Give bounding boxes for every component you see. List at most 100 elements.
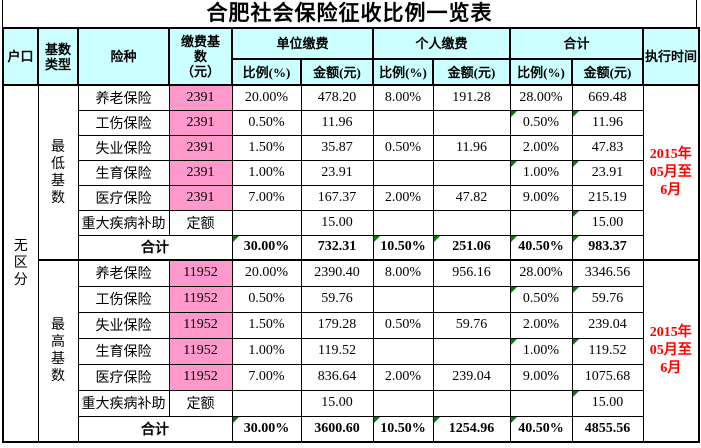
base-cell: 2391 bbox=[168, 109, 233, 136]
insurance-rate-table: 户口 基数 类型 险种 缴费基数（元） 单位缴费 个人缴费 合计 执行时间 比例(… bbox=[2, 27, 700, 443]
col-header-employer-amount: 金额(元) bbox=[300, 58, 374, 86]
col-header-exec-time: 执行时间 bbox=[642, 27, 700, 86]
employer-ratio-cell bbox=[231, 209, 302, 236]
personal-ratio-total-cell: 10.50% bbox=[372, 415, 434, 443]
total-ratio-cell: 28.00% bbox=[509, 259, 573, 287]
col-group-total: 合计 bbox=[509, 27, 644, 60]
total-ratio-cell: 1.00% bbox=[509, 337, 573, 365]
col-header-personal-amount: 金额(元) bbox=[432, 58, 511, 86]
base-cell: 2391 bbox=[168, 134, 233, 161]
col-header-personal-ratio: 比例(%) bbox=[372, 58, 434, 86]
personal-amount-cell: 47.82 bbox=[432, 184, 511, 211]
total-ratio-total-cell: 40.50% bbox=[509, 415, 573, 443]
total-ratio-cell bbox=[509, 389, 573, 417]
total-amount-total-cell: 4855.56 bbox=[571, 415, 644, 443]
insurance-cell: 生育保险 bbox=[77, 337, 170, 365]
total-ratio-cell: 9.00% bbox=[509, 363, 573, 391]
employer-ratio-cell: 0.50% bbox=[231, 109, 302, 136]
col-group-personal: 个人缴费 bbox=[372, 27, 511, 60]
total-ratio-cell: 0.50% bbox=[509, 109, 573, 136]
employer-amount-cell: 35.87 bbox=[300, 134, 374, 161]
total-ratio-cell: 2.00% bbox=[509, 134, 573, 161]
total-amount-cell: 59.76 bbox=[571, 285, 644, 313]
insurance-cell: 医疗保险 bbox=[77, 363, 170, 391]
personal-ratio-cell: 2.00% bbox=[372, 184, 434, 211]
employer-amount-total-cell: 732.31 bbox=[300, 234, 374, 261]
base-cell: 定额 bbox=[168, 209, 233, 236]
employer-ratio-cell: 0.50% bbox=[231, 285, 302, 313]
base-cell: 2391 bbox=[168, 84, 233, 111]
base-cell: 11952 bbox=[168, 363, 233, 391]
total-ratio-cell bbox=[509, 209, 573, 236]
total-amount-cell: 215.19 bbox=[571, 184, 644, 211]
personal-ratio-total-cell: 10.50% bbox=[372, 234, 434, 261]
total-amount-cell: 239.04 bbox=[571, 311, 644, 339]
employer-amount-cell: 15.00 bbox=[300, 389, 374, 417]
col-header-employer-ratio: 比例(%) bbox=[231, 58, 302, 86]
col-header-hukou: 户口 bbox=[2, 27, 39, 86]
employer-amount-cell: 59.76 bbox=[300, 285, 374, 313]
total-amount-cell: 15.00 bbox=[571, 209, 644, 236]
base-type-cell: 最高基数 bbox=[37, 259, 79, 443]
employer-amount-cell: 23.91 bbox=[300, 159, 374, 186]
personal-amount-total-cell: 251.06 bbox=[432, 234, 511, 261]
employer-amount-cell: 179.28 bbox=[300, 311, 374, 339]
employer-amount-cell: 15.00 bbox=[300, 209, 374, 236]
col-header-base: 缴费基数（元） bbox=[168, 27, 233, 86]
personal-amount-cell: 59.76 bbox=[432, 311, 511, 339]
employer-ratio-total-cell: 30.00% bbox=[231, 234, 302, 261]
base-cell: 11952 bbox=[168, 285, 233, 313]
col-group-employer: 单位缴费 bbox=[231, 27, 374, 60]
personal-ratio-cell: 2.00% bbox=[372, 363, 434, 391]
total-ratio-total-cell: 40.50% bbox=[509, 234, 573, 261]
employer-amount-total-cell: 3600.60 bbox=[300, 415, 374, 443]
col-header-base-type: 基数 类型 bbox=[37, 27, 79, 86]
hukou-cell: 无区分 bbox=[2, 84, 39, 443]
base-cell: 11952 bbox=[168, 337, 233, 365]
base-cell: 2391 bbox=[168, 159, 233, 186]
page-title: 合肥社会保险征收比例一览表 bbox=[2, 0, 697, 27]
col-header-total-amount: 金额(元) bbox=[571, 58, 644, 86]
insurance-cell: 工伤保险 bbox=[77, 109, 170, 136]
personal-amount-cell: 11.96 bbox=[432, 134, 511, 161]
personal-ratio-cell bbox=[372, 337, 434, 365]
total-amount-total-cell: 983.37 bbox=[571, 234, 644, 261]
base-type-cell: 最低基数 bbox=[37, 84, 79, 261]
personal-amount-cell: 956.16 bbox=[432, 259, 511, 287]
employer-amount-cell: 478.20 bbox=[300, 84, 374, 111]
total-amount-cell: 23.91 bbox=[571, 159, 644, 186]
exec-time-cell: 2015年 05月至 6月 bbox=[642, 259, 700, 443]
total-amount-cell: 15.00 bbox=[571, 389, 644, 417]
personal-ratio-cell bbox=[372, 285, 434, 313]
insurance-cell: 重大疾病补助 bbox=[77, 389, 170, 417]
total-ratio-cell: 28.00% bbox=[509, 84, 573, 111]
employer-ratio-cell: 20.00% bbox=[231, 259, 302, 287]
insurance-cell: 失业保险 bbox=[77, 134, 170, 161]
total-amount-cell: 47.83 bbox=[571, 134, 644, 161]
employer-amount-cell: 167.37 bbox=[300, 184, 374, 211]
employer-ratio-cell: 1.00% bbox=[231, 159, 302, 186]
insurance-cell: 失业保险 bbox=[77, 311, 170, 339]
col-header-insurance: 险种 bbox=[77, 27, 170, 86]
insurance-cell: 重大疾病补助 bbox=[77, 209, 170, 236]
personal-amount-cell bbox=[432, 389, 511, 417]
personal-ratio-cell bbox=[372, 389, 434, 417]
employer-ratio-cell: 1.50% bbox=[231, 134, 302, 161]
employer-ratio-cell: 7.00% bbox=[231, 363, 302, 391]
subtotal-label: 合计 bbox=[77, 234, 233, 261]
employer-ratio-cell: 1.50% bbox=[231, 311, 302, 339]
personal-amount-total-cell: 1254.96 bbox=[432, 415, 511, 443]
personal-ratio-cell: 0.50% bbox=[372, 134, 434, 161]
employer-ratio-cell: 20.00% bbox=[231, 84, 302, 111]
personal-amount-cell bbox=[432, 209, 511, 236]
total-amount-cell: 119.52 bbox=[571, 337, 644, 365]
personal-ratio-cell bbox=[372, 109, 434, 136]
personal-amount-cell bbox=[432, 337, 511, 365]
exec-time-cell: 2015年 05月至 6月 bbox=[642, 84, 700, 261]
personal-amount-cell: 191.28 bbox=[432, 84, 511, 111]
insurance-cell: 医疗保险 bbox=[77, 184, 170, 211]
personal-ratio-cell: 8.00% bbox=[372, 259, 434, 287]
personal-amount-cell bbox=[432, 285, 511, 313]
employer-amount-cell: 119.52 bbox=[300, 337, 374, 365]
base-cell: 11952 bbox=[168, 311, 233, 339]
